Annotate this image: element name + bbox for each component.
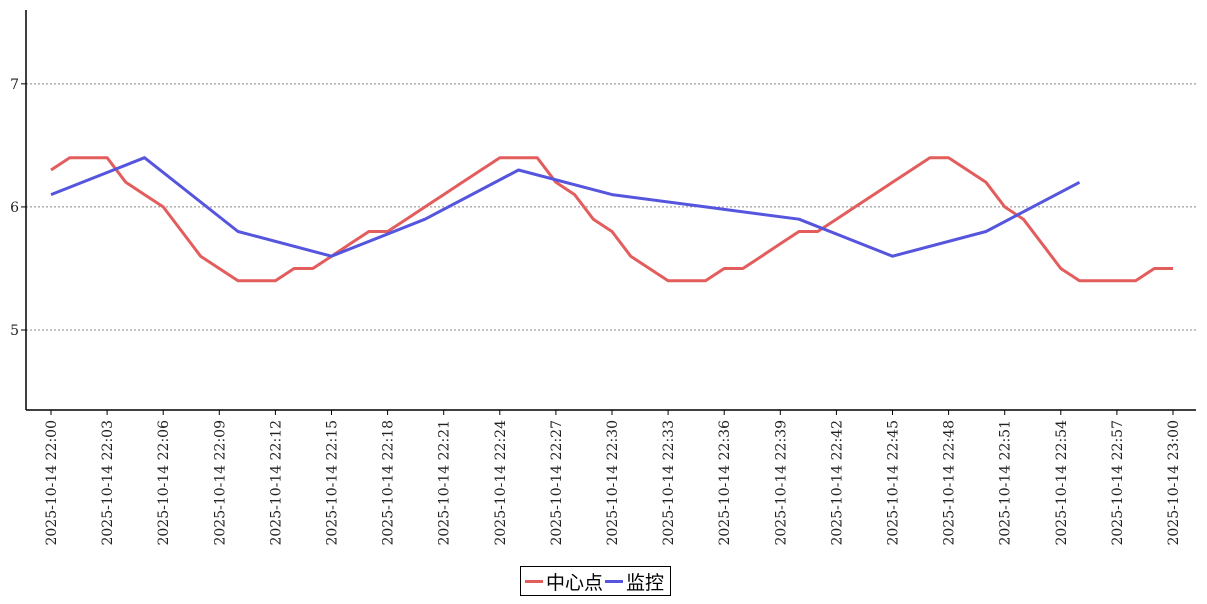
legend-label-center: 中心点 xyxy=(546,571,604,594)
x-tick-label: 2025-10-14 22:00 xyxy=(44,420,60,546)
grid-lines xyxy=(26,83,1196,331)
x-tick-label: 2025-10-14 22:30 xyxy=(605,420,621,546)
tick-labels: 5 6 7 2025-10-14 22:00 2025-10-14 22:03 2025-… xyxy=(10,77,1182,546)
x-tick-label: 2025-10-14 22:48 xyxy=(942,420,958,546)
legend-swatch-monitor xyxy=(605,579,624,583)
legend-swatch-center xyxy=(525,579,543,583)
legend: 中心点 监控 xyxy=(520,566,672,596)
x-tick-label: 2025-10-14 22:09 xyxy=(212,420,228,546)
x-tick-label: 2025-10-14 22:39 xyxy=(773,420,789,546)
x-tick-label: 2025-10-14 22:21 xyxy=(437,420,453,546)
y-tick-label: 5 xyxy=(10,323,19,339)
x-tick-label: 2025-10-14 22:42 xyxy=(829,420,845,546)
x-tick-label: 2025-10-14 22:24 xyxy=(493,420,509,546)
x-tick-label: 2025-10-14 22:36 xyxy=(717,420,733,546)
x-tick-label: 2025-10-14 22:57 xyxy=(1110,420,1126,546)
series-lines xyxy=(50,156,1173,283)
x-tick-label: 2025-10-14 22:03 xyxy=(100,420,116,546)
legend-item-monitor[interactable]: 监控 xyxy=(605,568,664,595)
x-tick-label: 2025-10-14 22:33 xyxy=(661,420,677,546)
y-tick-label: 7 xyxy=(10,77,19,93)
x-tick-label: 2025-10-14 22:15 xyxy=(325,420,341,546)
axes xyxy=(21,10,1196,415)
y-tick-label: 6 xyxy=(10,200,19,216)
x-tick-label: 2025-10-14 22:45 xyxy=(886,420,902,546)
x-tick-label: 2025-10-14 22:51 xyxy=(998,420,1014,546)
x-tick-label: 2025-10-14 22:12 xyxy=(268,420,284,546)
x-tick-label: 2025-10-14 22:54 xyxy=(1054,420,1070,546)
series-line-1 xyxy=(50,156,1081,258)
x-tick-label: 2025-10-14 22:06 xyxy=(156,420,172,546)
x-tick-label: 2025-10-14 22:18 xyxy=(381,420,397,546)
legend-label-monitor: 监控 xyxy=(626,571,665,594)
x-tick-label: 2025-10-14 22:27 xyxy=(549,420,565,546)
legend-item-center[interactable]: 中心点 xyxy=(525,568,603,595)
series-line-0 xyxy=(50,156,1173,283)
x-tick-label: 2025-10-14 23:00 xyxy=(1166,420,1182,546)
